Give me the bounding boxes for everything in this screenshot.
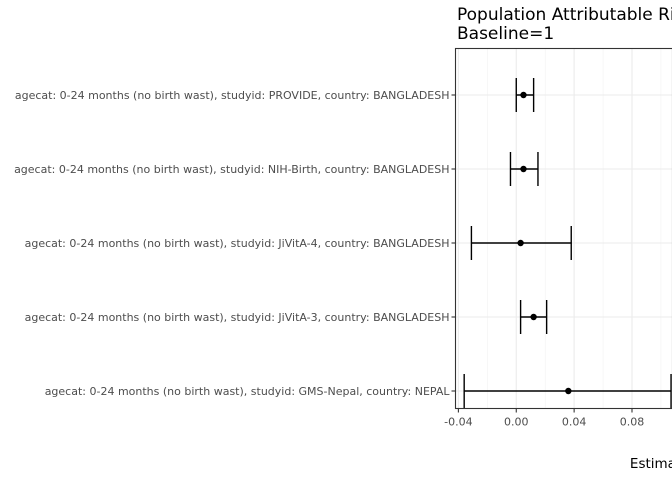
estimate-point <box>520 165 527 173</box>
forest-row <box>463 374 672 408</box>
x-tick-label: 0.04 <box>562 416 587 429</box>
chart-titles: Population Attributable Risk Baseline=1 <box>457 5 672 44</box>
x-axis-title: Estimate <box>630 456 672 472</box>
forest-row <box>509 152 539 186</box>
forest-row <box>515 78 535 112</box>
y-axis-labels: agecat: 0-24 months (no birth wast), stu… <box>14 89 456 398</box>
estimate-point <box>530 313 537 321</box>
panel-border <box>454 47 672 410</box>
estimate-point <box>565 387 572 395</box>
estimate-point <box>520 91 527 99</box>
y-tick-label: agecat: 0-24 months (no birth wast), stu… <box>25 311 450 324</box>
y-tick-label: agecat: 0-24 months (no birth wast), stu… <box>14 163 449 176</box>
x-tick-label: 0.00 <box>504 416 529 429</box>
estimate-point <box>517 239 524 247</box>
forest-row <box>519 300 548 334</box>
x-tick-label: -0.04 <box>444 416 472 429</box>
x-tick-label: 0.08 <box>620 416 645 429</box>
plot-panel <box>454 47 672 410</box>
y-tick-label: agecat: 0-24 months (no birth wast), stu… <box>15 89 450 102</box>
x-axis: -0.04 0.00 0.04 0.08 <box>444 408 645 429</box>
y-tick-label: agecat: 0-24 months (no birth wast), stu… <box>25 237 450 250</box>
chart-subtitle: Baseline=1 <box>457 24 554 44</box>
y-tick-label: agecat: 0-24 months (no birth wast), stu… <box>45 385 451 398</box>
chart-title: Population Attributable Risk <box>457 5 672 25</box>
forest-row <box>470 226 572 260</box>
